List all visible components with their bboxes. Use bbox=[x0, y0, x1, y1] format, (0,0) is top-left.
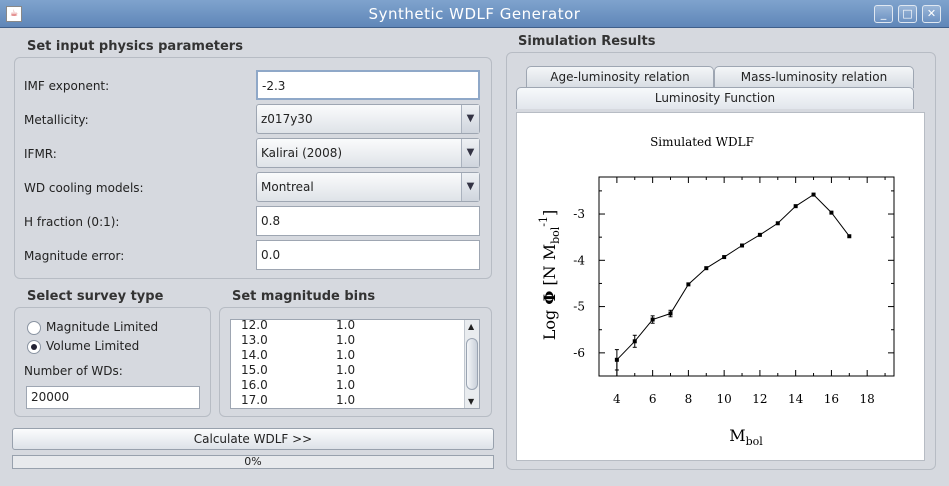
chevron-down-icon[interactable]: ▼ bbox=[461, 105, 479, 133]
chart-marks bbox=[614, 192, 852, 376]
metallicity-select[interactable]: z017y30 ▼ bbox=[256, 104, 480, 134]
physics-section-title: Set input physics parameters bbox=[27, 39, 243, 54]
wdlf-chart: Simulated WDLF 4 6 8 10 12 14 16 18 -6 -5 -4 -3 Mbo… bbox=[537, 135, 895, 448]
y-tick-label: -4 bbox=[573, 253, 585, 267]
metallicity-value: z017y30 bbox=[261, 112, 313, 126]
chevron-down-icon[interactable]: ▼ bbox=[461, 173, 479, 201]
x-axis-label-main: M bbox=[729, 426, 745, 445]
y-axis-exp: -1 bbox=[537, 216, 550, 227]
cooling-value: Montreal bbox=[261, 180, 314, 194]
x-tick-label: 4 bbox=[613, 392, 621, 406]
x-tick-label: 6 bbox=[649, 392, 657, 406]
y-tick-label: -3 bbox=[573, 207, 585, 221]
maximize-button[interactable]: □ bbox=[898, 5, 917, 23]
number-wds-input[interactable]: 20000 bbox=[26, 386, 200, 409]
x-tick-label: 12 bbox=[752, 392, 767, 406]
list-item[interactable]: 17.0 1.0 bbox=[241, 393, 356, 407]
data-point bbox=[668, 311, 673, 316]
chart-title: Simulated WDLF bbox=[650, 135, 754, 149]
ifmr-select[interactable]: Kalirai (2008) ▼ bbox=[256, 138, 480, 168]
physics-panel: IMF exponent: -2.3 Metallicity: z017y30 … bbox=[14, 57, 492, 279]
hfraction-input[interactable]: 0.8 bbox=[256, 206, 480, 236]
calculate-wdlf-button[interactable]: Calculate WDLF >> bbox=[12, 428, 494, 450]
data-point bbox=[632, 339, 637, 344]
list-item[interactable]: 12.0 1.0 bbox=[241, 318, 356, 332]
data-point bbox=[829, 210, 834, 215]
survey-section-title: Select survey type bbox=[27, 289, 164, 304]
data-point bbox=[722, 255, 727, 260]
tab-luminosity-function[interactable]: Luminosity Function bbox=[516, 87, 914, 109]
magnitude-limited-radio[interactable] bbox=[27, 321, 41, 335]
list-item[interactable]: 14.0 1.0 bbox=[241, 348, 356, 362]
bins-section-title: Set magnitude bins bbox=[232, 289, 376, 304]
bins-panel: 12.0 1.0 13.0 1.0 14.0 1.0 15.0 1.0 16.0 1.0 … bbox=[219, 307, 492, 417]
data-point bbox=[686, 282, 691, 287]
minimize-button[interactable]: _ bbox=[874, 5, 893, 23]
magnitude-bins-list[interactable]: 12.0 1.0 13.0 1.0 14.0 1.0 15.0 1.0 16.0 1.0 … bbox=[230, 318, 480, 409]
survey-panel: Magnitude Limited Volume Limited Number … bbox=[14, 307, 211, 417]
metallicity-label: Metallicity: bbox=[24, 113, 89, 127]
x-tick-label: 14 bbox=[788, 392, 804, 406]
list-item[interactable]: 13.0 1.0 bbox=[241, 333, 356, 347]
scroll-down-icon[interactable]: ▼ bbox=[468, 397, 475, 406]
bins-scrollbar[interactable]: ▲ ▼ bbox=[464, 320, 479, 408]
data-point bbox=[775, 221, 780, 226]
number-wds-label: Number of WDs: bbox=[24, 364, 123, 378]
list-item[interactable]: 16.0 1.0 bbox=[241, 378, 356, 392]
magerr-label: Magnitude error: bbox=[24, 249, 125, 263]
y-axis-close: ] bbox=[540, 210, 559, 216]
data-point bbox=[757, 232, 762, 237]
magnitude-limited-label[interactable]: Magnitude Limited bbox=[46, 320, 159, 334]
x-tick-label: 10 bbox=[717, 392, 732, 406]
close-button[interactable]: ✕ bbox=[922, 5, 941, 23]
y-axis-phi: Φ bbox=[540, 291, 559, 305]
data-point bbox=[793, 204, 798, 209]
results-section-title: Simulation Results bbox=[518, 34, 656, 49]
tab-mass-luminosity[interactable]: Mass-luminosity relation bbox=[714, 66, 914, 88]
chevron-down-icon[interactable]: ▼ bbox=[461, 139, 479, 167]
series-line bbox=[616, 193, 850, 361]
scrollbar-thumb[interactable] bbox=[466, 338, 478, 390]
tab-age-luminosity[interactable]: Age-luminosity relation bbox=[526, 66, 714, 88]
scroll-up-icon[interactable]: ▲ bbox=[468, 322, 475, 331]
data-point bbox=[811, 192, 816, 197]
cooling-model-select[interactable]: Montreal ▼ bbox=[256, 172, 480, 202]
x-axis-label-sub: bol bbox=[746, 435, 764, 448]
chart-axes: 4 6 8 10 12 14 16 18 -6 -5 -4 -3 bbox=[573, 176, 895, 406]
y-tick-label: -5 bbox=[573, 300, 585, 314]
java-app-icon: ☕ bbox=[6, 6, 22, 22]
plot-frame bbox=[598, 176, 895, 377]
window-title: Synthetic WDLF Generator bbox=[368, 5, 581, 23]
data-point bbox=[704, 266, 709, 271]
data-point bbox=[614, 357, 619, 362]
cooling-label: WD cooling models: bbox=[24, 181, 144, 195]
progress-bar: 0% bbox=[12, 455, 494, 469]
magnitude-error-input[interactable]: 0.0 bbox=[256, 240, 480, 270]
list-item[interactable]: 15.0 1.0 bbox=[241, 363, 356, 377]
x-tick-label: 18 bbox=[860, 392, 875, 406]
data-point bbox=[847, 234, 852, 239]
hfraction-label: H fraction (0:1): bbox=[24, 215, 120, 229]
y-axis-bol: bol bbox=[549, 226, 562, 244]
x-tick-label: 8 bbox=[685, 392, 693, 406]
ifmr-value: Kalirai (2008) bbox=[261, 146, 343, 160]
imf-exponent-input[interactable]: -2.3 bbox=[256, 70, 480, 100]
title-bar: ☕ Synthetic WDLF Generator _ □ ✕ bbox=[0, 0, 949, 28]
x-axis-label: Mbol bbox=[729, 426, 763, 448]
imf-label: IMF exponent: bbox=[24, 79, 110, 93]
data-point bbox=[650, 317, 655, 322]
x-tick-label: 16 bbox=[824, 392, 839, 406]
y-tick-label: -6 bbox=[573, 346, 585, 360]
volume-limited-label[interactable]: Volume Limited bbox=[46, 339, 140, 353]
ifmr-label: IFMR: bbox=[24, 147, 57, 161]
wdlf-chart-panel: Simulated WDLF 4 6 8 10 12 14 16 18 -6 -5 -4 -3 Mbo… bbox=[516, 112, 925, 461]
volume-limited-radio[interactable] bbox=[27, 340, 41, 354]
data-point bbox=[740, 243, 745, 248]
y-axis-label: Log Φ [N Mbol-1] bbox=[537, 210, 562, 340]
